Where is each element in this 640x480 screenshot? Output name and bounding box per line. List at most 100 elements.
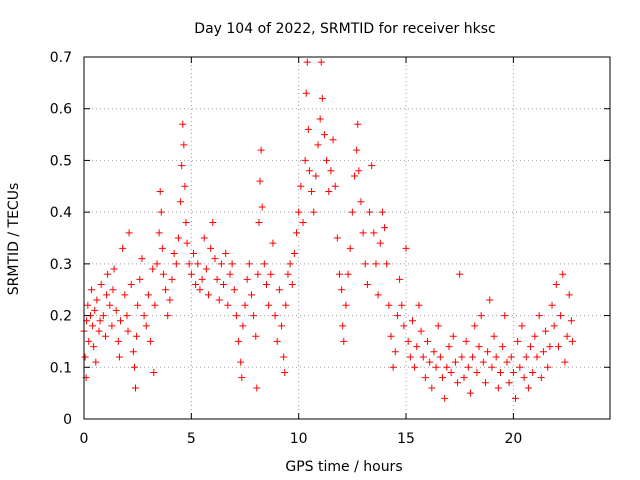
data-point (166, 296, 174, 304)
data-point (179, 120, 187, 128)
data-point (157, 208, 165, 216)
data-point (134, 301, 142, 309)
data-point (224, 301, 232, 309)
data-point (301, 156, 309, 164)
data-point (520, 374, 528, 382)
data-point (302, 89, 310, 97)
data-point (363, 281, 371, 289)
data-point (411, 363, 419, 371)
y-tick-label: 0.7 (50, 50, 72, 66)
data-point (297, 182, 305, 190)
data-point (325, 187, 333, 195)
data-point (456, 270, 464, 278)
data-point (174, 234, 182, 242)
data-point (305, 167, 313, 175)
data-point (84, 301, 92, 309)
data-point (147, 337, 155, 345)
data-point (533, 353, 541, 361)
data-point (561, 358, 569, 366)
data-point (205, 291, 213, 299)
data-point (202, 265, 210, 273)
data-point (327, 167, 335, 175)
data-point (211, 255, 219, 263)
data-point (475, 343, 483, 351)
data-point (346, 244, 354, 252)
data-point (278, 322, 286, 330)
data-point (237, 358, 245, 366)
data-point (185, 260, 193, 268)
data-point (518, 322, 526, 330)
data-point (127, 281, 135, 289)
data-point (286, 260, 294, 268)
data-point (280, 353, 288, 361)
data-point (488, 363, 496, 371)
data-point (559, 270, 567, 278)
data-point (130, 363, 138, 371)
data-point (340, 337, 348, 345)
data-point (490, 332, 498, 340)
x-tick-label: 15 (397, 431, 415, 447)
data-point (290, 250, 298, 258)
plot-frame (83, 56, 611, 420)
data-point (254, 270, 262, 278)
data-point (359, 229, 367, 237)
data-point (314, 141, 322, 149)
data-point (499, 343, 507, 351)
data-point (226, 270, 234, 278)
data-point (256, 177, 264, 185)
data-point (182, 218, 190, 226)
data-point (198, 275, 206, 283)
data-point (378, 208, 386, 216)
data-point (247, 291, 255, 299)
data-point (546, 343, 554, 351)
data-point (317, 58, 325, 66)
data-point (142, 322, 150, 330)
data-point (458, 353, 466, 361)
data-point (542, 327, 550, 335)
data-point (267, 270, 275, 278)
data-point (155, 229, 163, 237)
data-point (269, 239, 277, 247)
data-point (310, 208, 318, 216)
data-point (245, 260, 253, 268)
data-point (552, 281, 560, 289)
data-point (481, 379, 489, 387)
data-point (162, 286, 170, 294)
data-point (181, 182, 189, 190)
data-point (106, 301, 114, 309)
data-point (370, 229, 378, 237)
data-point (473, 368, 481, 376)
data-point (156, 187, 164, 195)
y-tick-label: 0 (63, 412, 72, 428)
data-point (376, 239, 384, 247)
data-point (239, 322, 247, 330)
data-point (484, 348, 492, 356)
data-point (81, 353, 89, 361)
data-point (434, 322, 442, 330)
data-point (178, 162, 186, 170)
y-tick-label: 0.5 (50, 153, 72, 169)
data-point (398, 301, 406, 309)
data-point (460, 374, 468, 382)
data-point (187, 270, 195, 278)
data-point (215, 296, 223, 304)
data-point (92, 358, 100, 366)
data-point (170, 250, 178, 258)
data-point (213, 275, 221, 283)
data-point (501, 312, 509, 320)
data-point (408, 317, 416, 325)
data-point (554, 343, 562, 351)
data-point (524, 384, 532, 392)
data-point (353, 146, 361, 154)
data-point (391, 348, 399, 356)
data-point (192, 281, 200, 289)
data-point (177, 198, 185, 206)
data-point (252, 332, 260, 340)
data-point (514, 337, 522, 345)
data-point (121, 291, 129, 299)
data-point (507, 353, 515, 361)
data-point (348, 208, 356, 216)
data-point (138, 255, 146, 263)
data-point (333, 234, 341, 242)
